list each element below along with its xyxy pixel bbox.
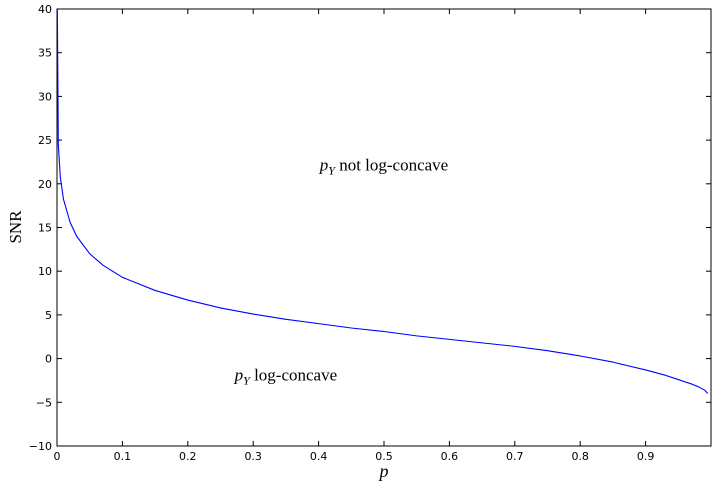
y-tick-label: −10 bbox=[29, 440, 52, 453]
y-tick-label: 35 bbox=[38, 47, 52, 60]
x-tick-label: 0.9 bbox=[637, 450, 655, 463]
annotations: pY not log-concave pY log-concave bbox=[234, 156, 449, 388]
x-tick-label: 0.4 bbox=[310, 450, 328, 463]
y-tick-label: 5 bbox=[45, 309, 52, 322]
y-tick-label: 25 bbox=[38, 134, 52, 147]
x-tick-label: 0.5 bbox=[375, 450, 393, 463]
x-tick-label: 0.7 bbox=[506, 450, 524, 463]
y-tick-label: −5 bbox=[36, 396, 52, 409]
x-tick-label: 0.2 bbox=[179, 450, 197, 463]
region-annotation: pY not log-concave bbox=[319, 156, 448, 178]
y-axis-ticks: −10 −5 0 5 10 15 20 25 30 35 40 bbox=[29, 3, 711, 453]
x-tick-label: 0.6 bbox=[441, 450, 459, 463]
region-annotation: pY log-concave bbox=[234, 365, 338, 387]
y-tick-label: 15 bbox=[38, 222, 52, 235]
y-tick-label: 20 bbox=[38, 178, 52, 191]
x-tick-label: 0.8 bbox=[571, 450, 589, 463]
x-tick-label: 0.3 bbox=[244, 450, 262, 463]
series-line bbox=[56, 8, 709, 394]
x-axis-ticks: 0 0.1 0.2 0.3 0.4 0.5 0.6 0.7 0.8 0.9 bbox=[54, 9, 655, 463]
x-tick-label: 0.1 bbox=[114, 450, 132, 463]
y-tick-label: 30 bbox=[38, 90, 52, 103]
x-tick-label: 0 bbox=[54, 450, 61, 463]
y-tick-label: 40 bbox=[38, 3, 52, 16]
y-tick-label: 10 bbox=[38, 265, 52, 278]
series-group bbox=[56, 8, 709, 394]
y-axis-label: SNR bbox=[6, 210, 25, 244]
plot-area bbox=[56, 8, 712, 447]
y-tick-label: 0 bbox=[45, 353, 52, 366]
x-axis-label: p bbox=[378, 461, 389, 481]
